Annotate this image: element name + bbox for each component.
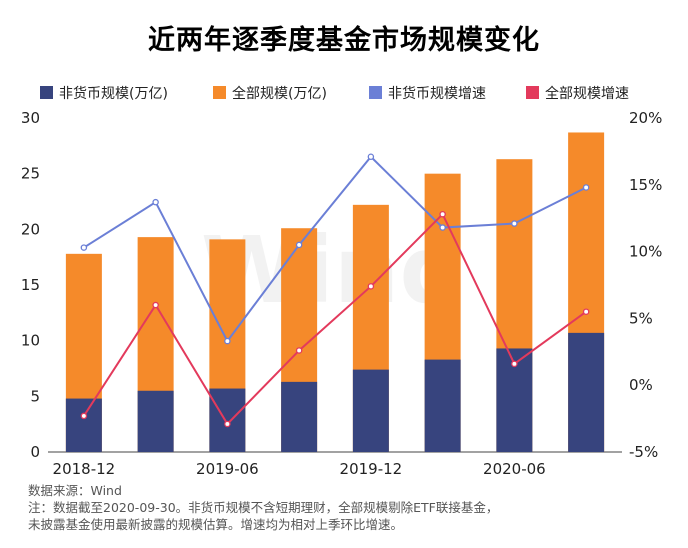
bar-non-money — [65, 398, 102, 452]
point-non-money-growth — [152, 198, 159, 206]
y-left-tick-label: 10 — [21, 332, 40, 350]
note-line-2: 未披露基金使用最新披露的规模估算。增速均为相对上季环比增速。 — [28, 517, 404, 532]
bar-non-money — [137, 390, 174, 452]
legend-swatch — [369, 86, 382, 99]
point-non-money-growth — [80, 244, 88, 251]
bar-non-money — [281, 381, 318, 452]
y-right-tick-label: 0% — [629, 376, 653, 394]
x-tick-label: 2018-12 — [53, 460, 116, 478]
point-total-growth — [582, 308, 590, 315]
lines — [80, 153, 590, 428]
source-note: 数据来源：Wind — [28, 483, 122, 498]
legend-swatch — [40, 86, 53, 99]
axes: 0 5 10 15 20 25 30 -5% 0% 5% 10% 15% 20% 2018-12 2019-… — [21, 109, 662, 478]
line-non-money-growth — [83, 155, 587, 343]
point-non-money-growth — [439, 224, 446, 231]
point-total-growth — [295, 347, 303, 354]
legend-label: 全部规模增速 — [545, 85, 629, 102]
y-left-tick-label: 20 — [21, 220, 40, 238]
legend-label: 非货币规模增速 — [388, 85, 486, 102]
point-non-money-growth — [295, 241, 303, 249]
note-line-1: 注：数据截至2020-09-30。非货币规模不含短期理财，全部规模剔除ETF联接… — [28, 500, 499, 515]
bar-non-money — [424, 359, 461, 452]
legend-swatch — [213, 86, 226, 99]
y-right-tick-label: 10% — [629, 243, 662, 261]
point-total-growth — [80, 412, 88, 420]
x-tick-label: 2019-06 — [196, 460, 259, 478]
y-left-tick-label: 25 — [21, 165, 40, 183]
point-non-money-growth — [582, 184, 590, 191]
y-left-tick-label: 30 — [21, 109, 40, 127]
legend-item: 全部规模(万亿) — [213, 85, 327, 102]
y-right-tick-label: 20% — [629, 109, 662, 127]
x-tick-label: 2020-06 — [483, 460, 546, 478]
point-non-money-growth — [224, 337, 231, 345]
y-right-tick-label: -5% — [629, 443, 658, 461]
point-total-growth — [224, 420, 231, 428]
legend-item: 非货币规模增速 — [369, 85, 486, 102]
x-tick-label: 2019-12 — [340, 460, 403, 478]
bar-non-money — [352, 369, 389, 452]
y-right-tick-label: 15% — [629, 176, 662, 194]
line-total-growth — [83, 212, 587, 426]
bar-non-money — [568, 332, 605, 452]
point-total-growth — [511, 360, 518, 368]
y-right-tick-label: 5% — [629, 309, 653, 327]
legend-item: 全部规模增速 — [526, 85, 629, 102]
legend-item: 非货币规模(万亿) — [40, 85, 168, 102]
footer-notes: 数据来源：Wind 注：数据截至2020-09-30。非货币规模不含短期理财，全… — [28, 482, 684, 533]
bar-non-money — [209, 388, 246, 452]
bars — [65, 132, 605, 452]
point-non-money-growth — [367, 153, 375, 160]
point-total-growth — [439, 210, 446, 218]
legend-label: 全部规模(万亿) — [232, 85, 327, 102]
y-left-tick-label: 5 — [30, 387, 40, 405]
point-non-money-growth — [511, 220, 518, 227]
legend-label: 非货币规模(万亿) — [59, 85, 168, 102]
legend-swatch — [526, 86, 539, 99]
legend: 非货币规模(万亿) 全部规模(万亿) 非货币规模增速 全部规模增速 — [40, 85, 629, 102]
chart-title: 近两年逐季度基金市场规模变化 — [148, 25, 540, 56]
y-left-tick-label: 0 — [30, 443, 40, 461]
point-total-growth — [367, 283, 375, 290]
point-total-growth — [152, 301, 159, 309]
y-left-tick-label: 15 — [21, 276, 40, 294]
